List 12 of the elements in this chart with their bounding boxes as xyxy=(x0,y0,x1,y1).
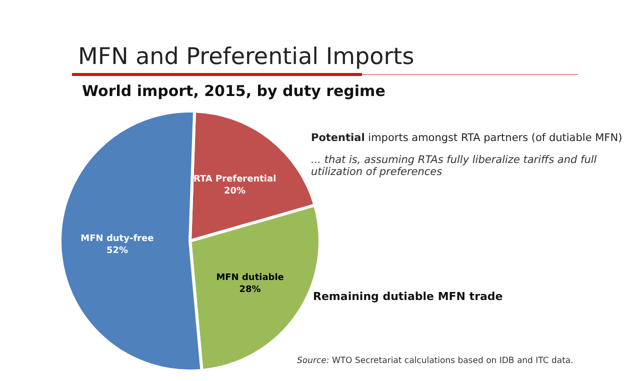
text: Remaining dutiable MFN trade xyxy=(313,290,503,303)
slice-label: RTA Preferential xyxy=(193,174,276,185)
text: Potential imports amongst RTA partners (of dutiable MFN) xyxy=(311,132,622,144)
data-label: 28% xyxy=(239,285,261,296)
slice-label: MFN duty-free xyxy=(80,234,154,244)
data-label: 52% xyxy=(106,246,128,256)
data-label: 20% xyxy=(224,186,246,197)
source-note: Source: WTO Secretariat calculations based on IDB and ITC data. xyxy=(297,356,574,366)
chart-subtitle: World import, 2015, by duty regime xyxy=(82,82,386,100)
slice-label: MFN dutiable xyxy=(216,273,284,284)
text: ... that is, assuming RTAs fully liberalize tariffs and full utilization of preferences xyxy=(311,154,598,178)
chart-title: MFN and Preferential Imports xyxy=(78,44,414,70)
